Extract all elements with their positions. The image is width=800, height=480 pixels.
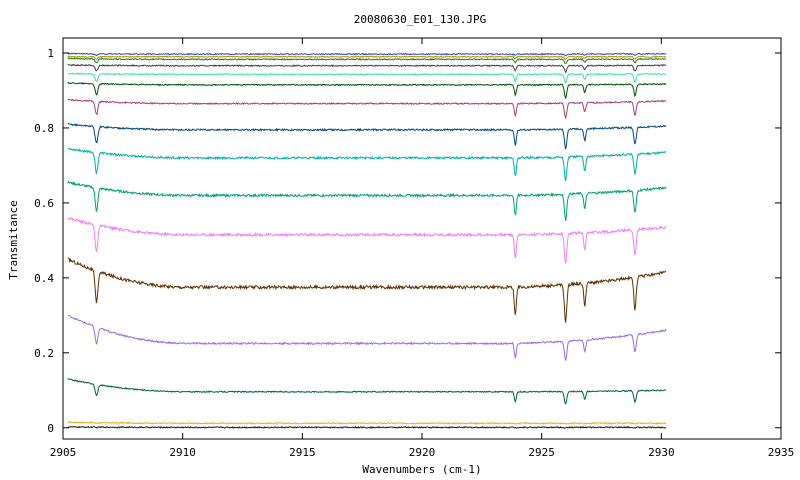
series-line-4 [67,257,667,323]
x-tick-label: 2920 [409,446,436,459]
series-line-0 [67,421,667,425]
series-line-6 [67,180,667,221]
y-axis-label: Transmitance [7,200,20,279]
series-layer [67,52,667,429]
x-tick-label: 2910 [169,446,196,459]
x-tick-label: 2915 [289,446,316,459]
series-line-1 [67,425,667,429]
series-line-3 [67,314,667,361]
series-line-9 [67,98,667,120]
x-tick-label: 2925 [528,446,555,459]
series-line-5 [67,216,667,264]
y-tick-label: 0 [47,422,54,435]
series-line-15 [67,52,667,57]
y-tick-label: 0.4 [34,272,54,285]
series-line-7 [67,148,667,183]
x-tick-label: 2905 [50,446,77,459]
series-line-8 [67,122,667,150]
series-line-12 [67,63,667,74]
x-tick-label: 2930 [648,446,675,459]
y-axis: 0 0.2 0.4 0.6 0.8 1 [34,47,781,435]
series-line-2 [67,378,667,405]
series-line-13 [67,57,667,64]
chart-title: 20080630_E01_130.JPG [354,13,486,26]
plot-frame [62,37,782,440]
x-axis: 2905 2910 2915 2920 2925 2930 2935 [50,38,795,459]
y-tick-label: 1 [47,47,54,60]
series-line-10 [67,81,667,100]
y-tick-label: 0.8 [34,122,54,135]
x-axis-label: Wavenumbers (cm-1) [362,463,481,476]
x-tick-label: 2935 [768,446,795,459]
y-tick-label: 0.2 [34,347,54,360]
series-line-11 [67,72,667,84]
y-tick-label: 0.6 [34,197,54,210]
series-line-14 [67,55,667,61]
